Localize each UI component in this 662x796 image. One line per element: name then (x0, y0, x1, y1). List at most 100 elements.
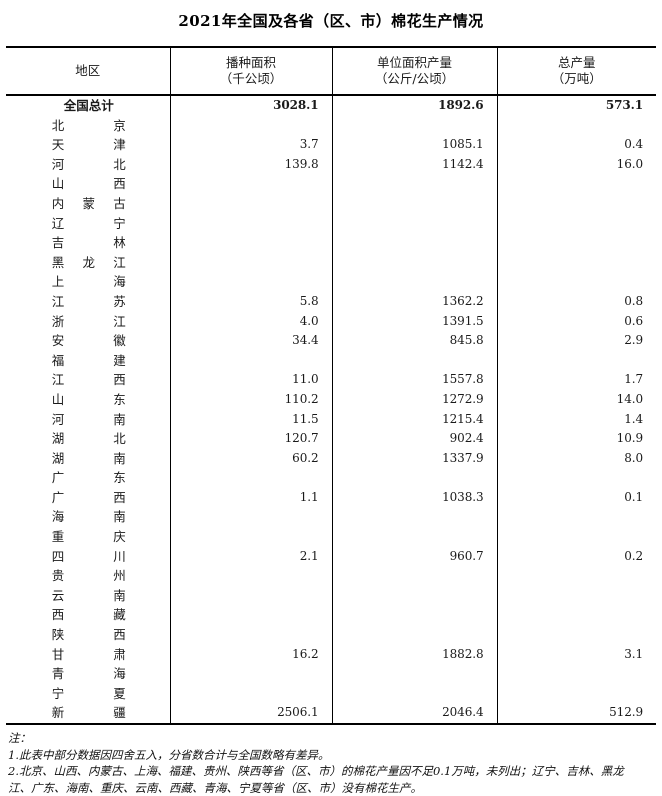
cell-region: 天津 (6, 135, 170, 155)
cell-area: 5.8 (170, 292, 332, 312)
table-header-row: 地区 播种面积 （千公顷） 单位面积产量 （公斤/公顷） 总产量 （万吨） (6, 47, 656, 95)
cell-area (170, 507, 332, 527)
region-label: 甘肃 (52, 645, 126, 665)
cell-output: 10.9 (497, 429, 656, 449)
cell-output: 1.4 (497, 410, 656, 430)
region-label: 青海 (52, 664, 126, 684)
cell-yield (332, 351, 497, 371)
cell-area (170, 605, 332, 625)
cell-output: 512.9 (497, 703, 656, 723)
cell-area (170, 116, 332, 136)
cell-output (497, 605, 656, 625)
cell-yield: 1391.5 (332, 312, 497, 332)
column-header-yield-line1: 单位面积产量 (333, 55, 497, 71)
cell-yield: 1892.6 (332, 95, 497, 116)
cell-yield: 1557.8 (332, 370, 497, 390)
cell-area: 2.1 (170, 547, 332, 567)
cell-area (170, 351, 332, 371)
region-label: 山东 (52, 390, 126, 410)
cell-yield (332, 194, 497, 214)
cell-output (497, 586, 656, 606)
cell-area (170, 527, 332, 547)
region-label: 陕西 (52, 625, 126, 645)
cell-region: 河南 (6, 410, 170, 430)
cell-region: 山东 (6, 390, 170, 410)
region-label: 江西 (52, 370, 126, 390)
cell-yield (332, 664, 497, 684)
cell-region: 江苏 (6, 292, 170, 312)
cell-yield (332, 586, 497, 606)
cell-area: 3.7 (170, 135, 332, 155)
cell-area: 139.8 (170, 155, 332, 175)
cell-region: 河北 (6, 155, 170, 175)
cell-yield (332, 233, 497, 253)
region-label: 宁夏 (52, 684, 126, 704)
column-header-output-line1: 总产量 (498, 55, 657, 71)
cell-region: 广东 (6, 468, 170, 488)
table-row: 宁夏 (6, 684, 656, 704)
cell-region: 新疆 (6, 703, 170, 723)
table-row: 广东 (6, 468, 656, 488)
cell-area (170, 194, 332, 214)
region-label: 北京 (52, 116, 126, 136)
cell-area (170, 272, 332, 292)
cell-output (497, 214, 656, 234)
note-item-1: 1.此表中部分数据因四舍五入，分省数合计与全国数略有差异。 (8, 747, 656, 764)
cell-output (497, 468, 656, 488)
column-header-output-line2: （万吨） (498, 71, 657, 87)
region-label: 福建 (52, 351, 126, 371)
cell-output: 0.1 (497, 488, 656, 508)
cell-output (497, 253, 656, 273)
cell-output: 16.0 (497, 155, 656, 175)
region-label: 全国总计 (64, 96, 114, 116)
table-row: 贵州 (6, 566, 656, 586)
cell-area (170, 253, 332, 273)
cell-yield: 960.7 (332, 547, 497, 567)
region-label: 海南 (52, 507, 126, 527)
cell-area: 110.2 (170, 390, 332, 410)
note-item-2-line1: 2.北京、山西、内蒙古、上海、福建、贵州、陕西等省（区、市）的棉花产量因不足0.… (8, 763, 656, 780)
cell-area (170, 214, 332, 234)
cell-area: 34.4 (170, 331, 332, 351)
cotton-production-table: 地区 播种面积 （千公顷） 单位面积产量 （公斤/公顷） 总产量 （万吨） (6, 46, 656, 723)
cell-yield (332, 527, 497, 547)
table-bottom-rule (6, 723, 656, 725)
statistics-table-wrapper: 地区 播种面积 （千公顷） 单位面积产量 （公斤/公顷） 总产量 （万吨） (6, 46, 656, 723)
cell-area (170, 625, 332, 645)
cell-area: 2506.1 (170, 703, 332, 723)
table-row: 福建 (6, 351, 656, 371)
region-label: 重庆 (52, 527, 126, 547)
region-label: 黑龙江 (52, 253, 126, 273)
table-row: 陕西 (6, 625, 656, 645)
cell-region: 西藏 (6, 605, 170, 625)
cell-region: 宁夏 (6, 684, 170, 704)
column-header-region-line1: 地区 (6, 63, 170, 79)
table-row: 北京 (6, 116, 656, 136)
region-label: 贵州 (52, 566, 126, 586)
cell-area: 60.2 (170, 449, 332, 469)
cell-area (170, 664, 332, 684)
cell-area: 11.5 (170, 410, 332, 430)
cell-output: 14.0 (497, 390, 656, 410)
cell-region: 吉林 (6, 233, 170, 253)
region-label: 山西 (52, 174, 126, 194)
cell-region: 湖南 (6, 449, 170, 469)
region-label: 辽宁 (52, 214, 126, 234)
cell-region: 江西 (6, 370, 170, 390)
cell-output (497, 116, 656, 136)
cell-region: 全国总计 (6, 95, 170, 116)
region-label: 云南 (52, 586, 126, 606)
cell-output: 8.0 (497, 449, 656, 469)
cell-yield: 902.4 (332, 429, 497, 449)
cell-output: 0.4 (497, 135, 656, 155)
cell-output (497, 194, 656, 214)
table-row: 海南 (6, 507, 656, 527)
